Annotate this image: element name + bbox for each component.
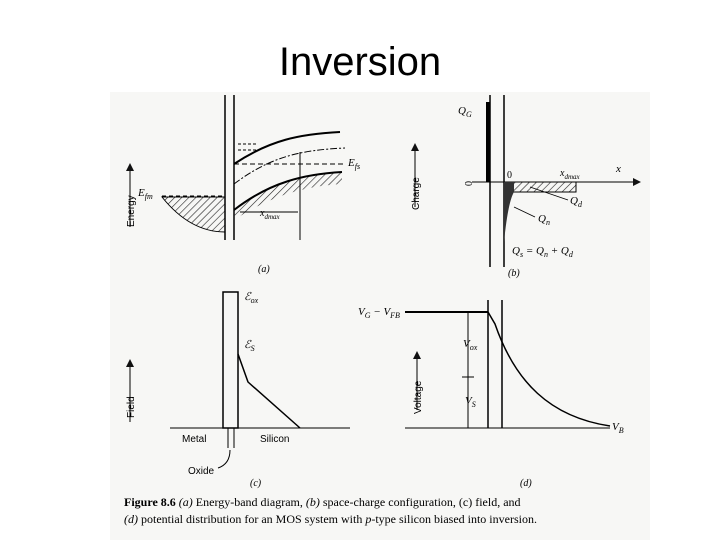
qd-leader bbox=[529, 186, 569, 201]
panel-a-tag: (a) bbox=[258, 264, 270, 275]
vb-label: VB bbox=[612, 421, 624, 435]
panel-b-tag: (b) bbox=[508, 268, 520, 279]
panel-b: Charge 0 0 QG x xdmax Qd Qn Qs = Qn + Qd… bbox=[411, 95, 641, 279]
panel-d-tag: (d) bbox=[520, 478, 532, 489]
figure-scan: Energy Efm Efs xdmax (a) Charge 0 0 QG x… bbox=[110, 92, 650, 540]
qn-label: Qn bbox=[538, 213, 550, 227]
inversion-charge-spike bbox=[504, 182, 514, 242]
metal-label: Metal bbox=[182, 434, 206, 445]
charge-axis-label: Charge bbox=[411, 177, 422, 210]
qd-label: Qd bbox=[570, 195, 583, 209]
zero-origin-label: 0 bbox=[507, 170, 512, 181]
figure-caption: Figure 8.6 (a) Energy-band diagram, (b) … bbox=[124, 495, 537, 526]
qn-leader bbox=[513, 206, 536, 218]
qg-label: QG bbox=[458, 105, 472, 119]
slide-title: Inversion bbox=[278, 40, 442, 84]
es-label: ℰS bbox=[244, 339, 255, 353]
panel-c-tag: (c) bbox=[250, 478, 262, 489]
panel-d: Voltage VG − VFB Vox VS VB (d) bbox=[358, 300, 624, 489]
gate-charge-spike bbox=[486, 102, 490, 182]
valence-band bbox=[233, 171, 343, 211]
vg-vfb-label: VG − VFB bbox=[358, 306, 400, 320]
x-axis-label-b: x bbox=[615, 163, 621, 175]
intrinsic-level bbox=[233, 147, 346, 185]
efm-label: Efm bbox=[137, 187, 153, 201]
field-axis-label: Field bbox=[126, 396, 137, 418]
vox-label: Vox bbox=[463, 338, 478, 352]
caption-line-1: Figure 8.6 (a) Energy-band diagram, (b) … bbox=[124, 495, 521, 509]
efs-label: Efs bbox=[347, 157, 360, 171]
xdmax-label-b: xdmax bbox=[559, 168, 581, 181]
energy-axis-label: Energy bbox=[126, 195, 137, 227]
xdmax-label-a: xdmax bbox=[259, 208, 281, 221]
oxide-label: Oxide bbox=[188, 466, 215, 477]
zero-left-label: 0 bbox=[464, 181, 475, 186]
potential-curve bbox=[487, 311, 611, 427]
caption-line-2: (d) potential distribution for an MOS sy… bbox=[124, 512, 537, 526]
oxide-field-box bbox=[222, 291, 239, 429]
metal-filled-states bbox=[160, 196, 226, 233]
voltage-axis-label: Voltage bbox=[413, 380, 424, 414]
eox-label: ℰox bbox=[244, 291, 259, 305]
silicon-field-curve bbox=[237, 353, 301, 429]
conduction-band bbox=[233, 131, 341, 165]
valence-band-hatch bbox=[234, 172, 342, 220]
panel-c: Field ℰox ℰS Metal Silicon Oxide (c) bbox=[126, 291, 350, 489]
panel-a: Energy Efm Efs xdmax (a) bbox=[126, 95, 360, 275]
oxide-pointer bbox=[217, 449, 231, 469]
vs-label: VS bbox=[465, 395, 476, 409]
silicon-label: Silicon bbox=[260, 434, 289, 445]
charge-equation: Qs = Qn + Qd bbox=[512, 245, 574, 259]
